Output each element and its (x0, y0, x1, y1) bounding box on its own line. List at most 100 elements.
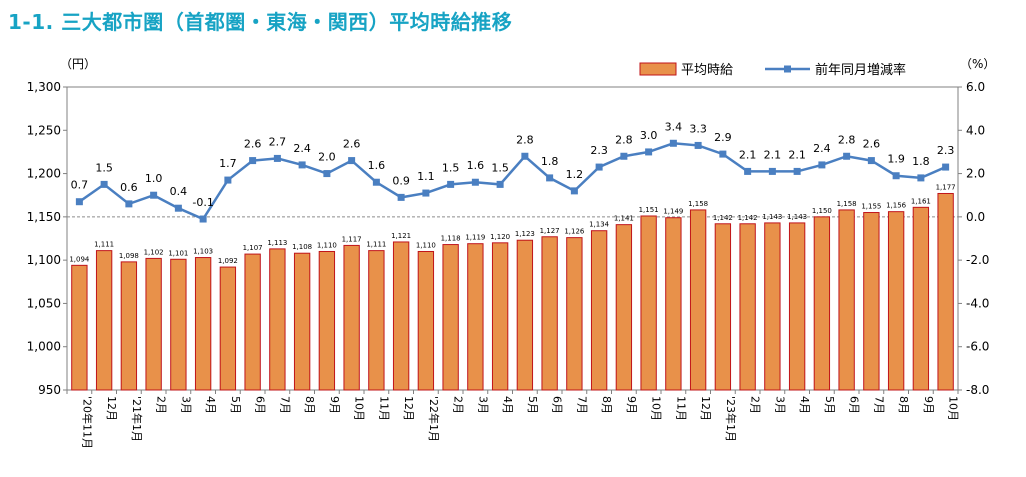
bar (887, 211, 905, 391)
x-axis-category-label: 4月 (501, 396, 514, 414)
bar (566, 237, 583, 391)
x-axis-category-label: '22年1月 (427, 396, 441, 442)
x-axis-category-label: 3月 (773, 396, 786, 414)
bar-value-label: 1,120 (490, 233, 510, 241)
bar (71, 264, 88, 391)
growth-rate-label: 2.6 (863, 138, 881, 151)
bar-value-label: 1,102 (144, 248, 164, 256)
bar-value-label: 1,113 (267, 239, 287, 247)
growth-rate-marker (694, 141, 702, 149)
bar (95, 250, 113, 391)
bar (293, 252, 311, 391)
growth-rate-label: 2.9 (714, 131, 732, 144)
left-axis-tick-label: 1,150 (27, 210, 61, 224)
bar (442, 244, 459, 391)
right-axis-tick-label: -4.0 (966, 296, 989, 310)
bar-value-label: 1,121 (391, 232, 411, 240)
growth-rate-label: 0.4 (170, 185, 188, 198)
x-axis-category-label: 9月 (922, 396, 935, 414)
growth-rate-label: 2.3 (590, 144, 608, 157)
bar (764, 222, 781, 391)
growth-rate-label: 3.4 (665, 120, 683, 133)
bar-value-label: 1,103 (193, 248, 213, 256)
legend-line-label: 前年同月増減率 (815, 62, 906, 78)
growth-rate-marker (75, 198, 83, 206)
bar (343, 244, 360, 391)
growth-rate-marker (892, 172, 900, 180)
x-axis-category-label: 12月 (699, 396, 712, 421)
x-axis-category-label: 6月 (551, 396, 564, 414)
x-axis-category-label: 10月 (650, 396, 663, 421)
growth-rate-marker (125, 200, 133, 208)
bar-value-label: 1,118 (441, 235, 461, 243)
growth-rate-label: 1.5 (491, 161, 509, 174)
x-axis-category-label: 4月 (204, 396, 217, 414)
x-axis-category-label: '20年11月 (80, 396, 94, 449)
growth-rate-marker (570, 187, 578, 195)
bar (145, 257, 162, 391)
left-axis-tick-label: 950 (38, 383, 61, 397)
bar-value-label: 1,143 (762, 213, 782, 221)
left-axis-tick-label: 1,000 (27, 340, 61, 354)
growth-rate-label: 2.8 (615, 133, 633, 146)
growth-rate-label: 2.6 (343, 138, 361, 151)
growth-rate-marker (249, 157, 257, 165)
x-axis-category-label: '21年1月 (130, 396, 144, 442)
bar-value-label: 1,141 (614, 215, 634, 223)
right-axis-tick-label: -2.0 (966, 253, 989, 267)
bar-value-label: 1,110 (317, 241, 337, 249)
right-axis-unit: （%） (960, 57, 995, 71)
x-axis-category-label: 3月 (476, 396, 489, 414)
growth-rate-label: 2.4 (293, 142, 311, 155)
bar (392, 241, 410, 391)
bar-value-label: 1,111 (366, 241, 386, 249)
growth-rate-marker (645, 148, 653, 156)
right-axis-tick-label: -8.0 (966, 383, 989, 397)
bar (541, 236, 558, 391)
growth-rate-marker (595, 163, 603, 171)
growth-rate-marker (348, 157, 356, 165)
growth-rate-marker (471, 178, 479, 186)
bar (640, 215, 657, 391)
bar (665, 217, 682, 391)
bar (863, 212, 880, 391)
growth-rate-label: 2.4 (813, 142, 831, 155)
x-axis-category-label: 8月 (897, 396, 910, 414)
bar-value-label: 1,119 (465, 234, 485, 242)
bar (194, 257, 212, 391)
bar-value-label: 1,127 (540, 227, 560, 235)
growth-rate-marker (521, 152, 529, 160)
bar-value-label: 1,101 (168, 249, 188, 257)
growth-rate-marker (942, 163, 950, 171)
growth-rate-marker (150, 191, 158, 199)
growth-rate-label: 0.6 (120, 181, 138, 194)
bar (590, 230, 608, 391)
x-axis-category-label: 5月 (229, 396, 242, 414)
bar-value-label: 1,158 (688, 200, 708, 208)
x-axis-category-label: 11月 (674, 396, 687, 421)
growth-rate-label: 1.5 (95, 161, 113, 174)
x-axis-category-label: '23年1月 (724, 396, 738, 442)
bar (244, 253, 261, 391)
bar (615, 224, 633, 391)
bar (318, 250, 336, 391)
bar (788, 222, 806, 391)
growth-rate-label: 2.1 (739, 148, 757, 161)
growth-rate-marker (273, 154, 281, 162)
bar (219, 266, 237, 391)
x-axis-category-label: 2月 (452, 396, 465, 414)
growth-rate-label: 2.8 (838, 133, 856, 146)
bar (689, 209, 707, 391)
x-axis-category-label: 5月 (526, 396, 539, 414)
growth-rate-marker (546, 174, 554, 182)
bar-value-label: 1,117 (342, 235, 362, 243)
bar-value-label: 1,143 (787, 213, 807, 221)
bar-value-label: 1,149 (663, 208, 683, 216)
growth-rate-label: 0.7 (71, 179, 89, 192)
bar (937, 192, 954, 391)
growth-rate-marker (818, 161, 826, 169)
growth-rate-label: 2.3 (937, 144, 955, 157)
right-axis-tick-label: 6.0 (966, 80, 985, 94)
bar (491, 242, 509, 391)
legend-bar-label: 平均時給 (681, 63, 733, 78)
